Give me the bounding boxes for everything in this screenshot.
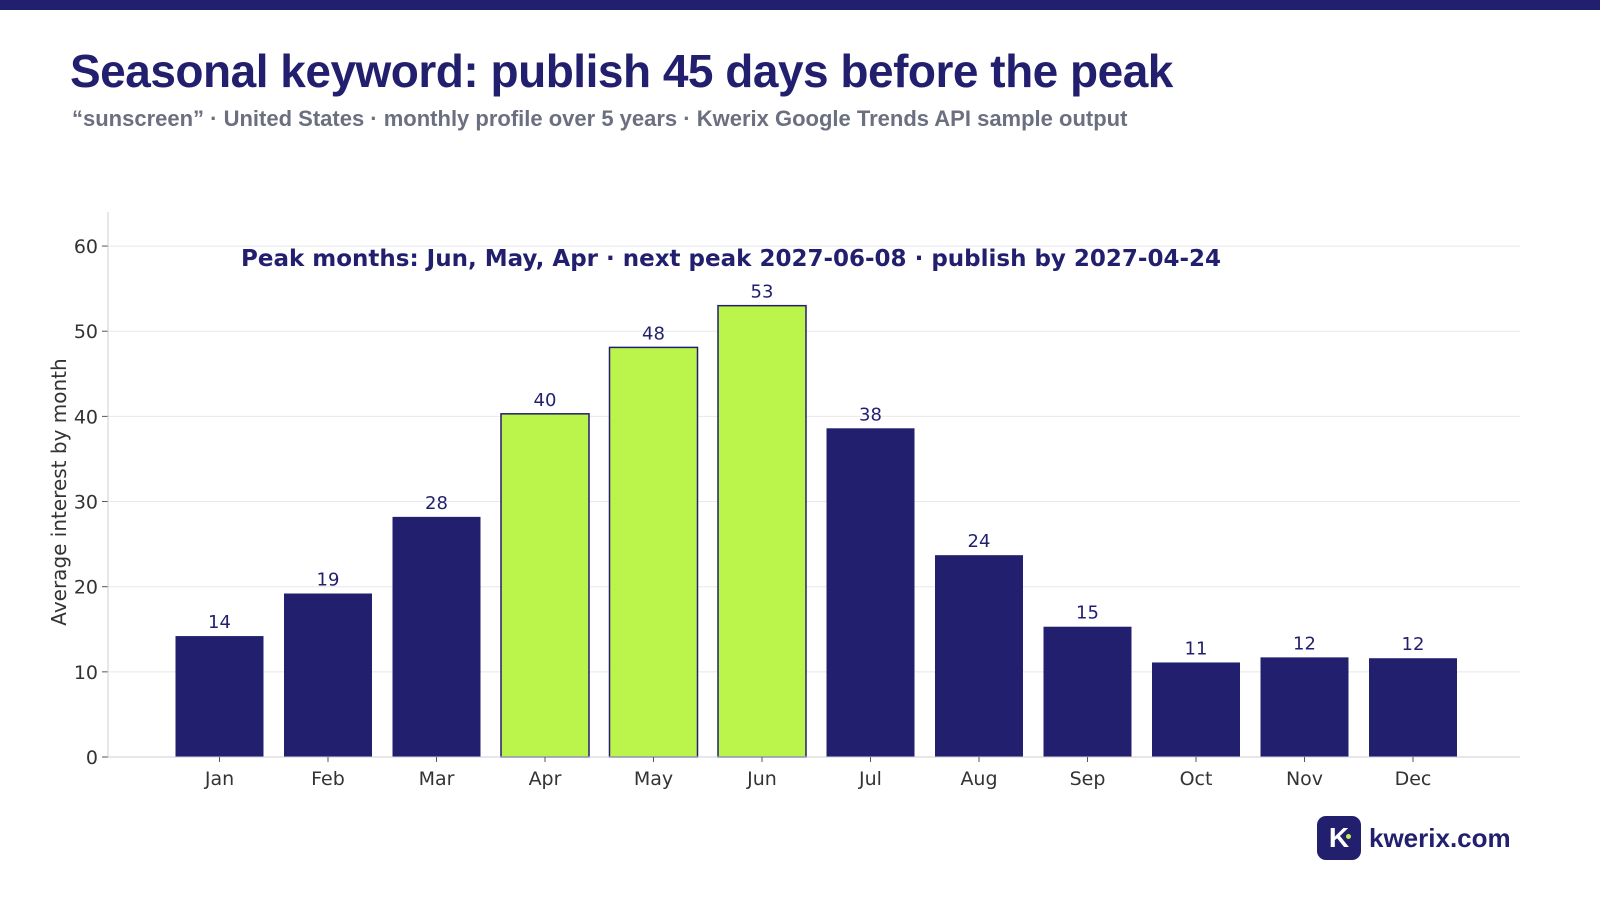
bar-aug — [935, 555, 1023, 757]
top-accent-stripe — [0, 0, 1600, 10]
bar-apr — [500, 413, 590, 758]
data-label-feb: 19 — [317, 570, 340, 591]
brand-mark: K — [1328, 822, 1350, 853]
y-tick-label: 40 — [74, 406, 98, 428]
x-tick-label-aug: Aug — [960, 768, 997, 790]
data-label-aug: 24 — [968, 531, 991, 552]
y-axis-title: Average interest by month — [47, 358, 71, 625]
x-tick-label-apr: Apr — [529, 768, 562, 790]
x-tick-label-jul: Jul — [858, 768, 882, 790]
x-tick-label-sep: Sep — [1070, 768, 1106, 790]
bar-nov — [1260, 657, 1349, 757]
brand[interactable]: K kwerix.com — [1317, 816, 1511, 860]
bar-dec — [1369, 658, 1457, 757]
x-tick-label-jan: Jan — [204, 768, 234, 790]
y-tick-label: 60 — [74, 236, 98, 258]
y-tick-label: 10 — [74, 662, 98, 684]
bars — [175, 304, 1457, 758]
x-tick-label-may: May — [634, 768, 673, 790]
bar-oct — [1152, 662, 1240, 757]
y-tick-label: 0 — [86, 747, 98, 769]
bar-jul — [826, 428, 915, 757]
data-label-sep: 15 — [1076, 603, 1099, 624]
x-tick-label-dec: Dec — [1395, 768, 1432, 790]
x-tick-label-mar: Mar — [419, 768, 455, 790]
data-label-dec: 12 — [1402, 634, 1425, 655]
data-label-may: 48 — [642, 323, 665, 344]
y-tick-label: 30 — [74, 492, 98, 514]
bar-sep — [1043, 626, 1132, 757]
x-tick-label-nov: Nov — [1286, 768, 1323, 790]
bar-feb — [284, 593, 372, 757]
axes: 0 10 20 30 40 50 60 Jan Feb Mar Apr May Jun Jul Aug Sep… — [74, 212, 1520, 790]
data-label-jan: 14 — [208, 612, 231, 633]
bar-jan — [175, 636, 264, 757]
data-label-mar: 28 — [425, 493, 448, 514]
page-title: Seasonal keyword: publish 45 days before… — [70, 45, 1173, 97]
page-subtitle: “sunscreen” · United States · monthly pr… — [72, 106, 1128, 131]
x-tick-label-jun: Jun — [746, 768, 777, 790]
data-label-jul: 38 — [859, 404, 882, 425]
x-tick-label-oct: Oct — [1180, 768, 1213, 790]
bar-mar — [392, 516, 481, 757]
x-tick-label-feb: Feb — [311, 768, 345, 790]
brand-name: kwerix.com — [1369, 822, 1511, 853]
data-label-oct: 11 — [1185, 638, 1208, 659]
data-labels: 14 19 28 40 48 53 38 24 15 11 12 12 — [208, 282, 1424, 660]
data-label-nov: 12 — [1293, 633, 1316, 654]
data-label-jun: 53 — [751, 282, 774, 303]
kwerix-logo-icon: K — [1317, 816, 1361, 860]
y-tick-label: 20 — [74, 577, 98, 599]
bar-may — [608, 346, 699, 758]
data-label-apr: 40 — [534, 390, 557, 411]
chart-annotation: Peak months: Jun, May, Apr · next peak 2… — [241, 246, 1221, 272]
bar-jun — [717, 304, 807, 758]
y-tick-label: 50 — [74, 321, 98, 343]
brand-dot — [1346, 834, 1351, 839]
